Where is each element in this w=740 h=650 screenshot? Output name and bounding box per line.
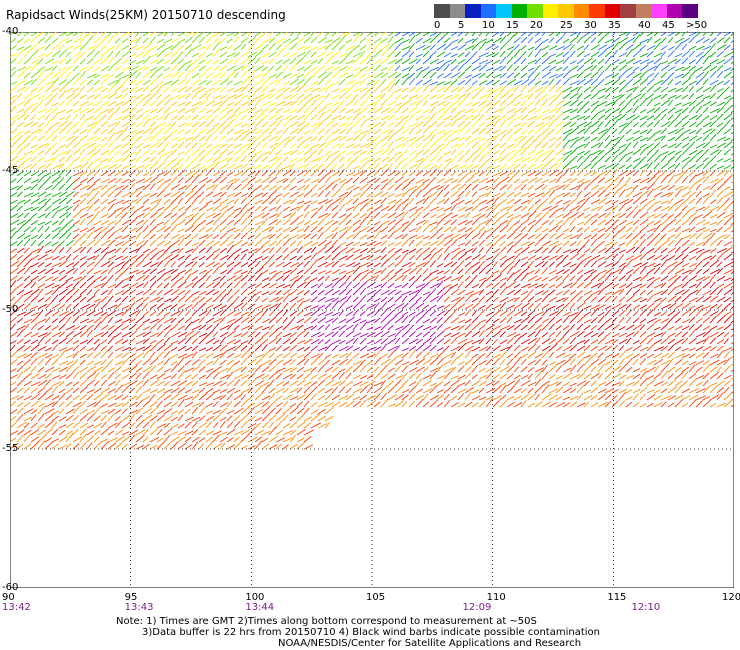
longitude-label: 115 [607, 592, 627, 603]
longitude-label: 90 [2, 592, 15, 603]
latitude-label: -40 [2, 26, 19, 37]
legend-swatch [573, 4, 589, 18]
legend-swatch [666, 4, 682, 18]
footnotes: Note: 1) Times are GMT 2)Times along bot… [116, 616, 600, 649]
legend-swatch [449, 4, 465, 18]
note-line-1: Note: 1) Times are GMT 2)Times along bot… [116, 616, 537, 627]
longitude-label: 95 [124, 592, 138, 603]
legend-swatch [542, 4, 558, 18]
longitude-label: 105 [366, 592, 386, 603]
legend-label: 45 [662, 20, 675, 31]
legend-label: 15 [506, 20, 519, 31]
legend-swatch [527, 4, 543, 18]
legend-label: 0 [434, 20, 441, 31]
legend-label: 30 [584, 20, 597, 31]
time-label: 12:10 [631, 602, 661, 613]
wind-barbs-layer [10, 32, 734, 450]
latitude-label: -45 [2, 165, 19, 176]
legend-swatch [465, 4, 481, 18]
longitude-label: 100 [245, 592, 265, 603]
wind-barb-map [10, 32, 734, 588]
time-label: 13:44 [245, 602, 275, 613]
legend-swatch [480, 4, 496, 18]
legend-label: 5 [458, 20, 465, 31]
chart-title: Rapidsact Winds(25KM) 20150710 descendin… [6, 8, 286, 22]
legend-swatch [635, 4, 651, 18]
legend-swatch [651, 4, 667, 18]
legend-label: 20 [530, 20, 543, 31]
graticule-grid [10, 32, 734, 588]
legend-swatch [434, 4, 450, 18]
legend-swatch [589, 4, 605, 18]
legend-swatch [511, 4, 527, 18]
legend-label: 40 [638, 20, 651, 31]
legend-swatch [604, 4, 620, 18]
longitude-label: 120 [722, 592, 740, 603]
legend-swatch [496, 4, 512, 18]
legend-color-bar [434, 4, 698, 18]
time-label: 12:09 [462, 602, 492, 613]
longitude-label: 110 [486, 592, 506, 603]
latitude-label: -55 [2, 443, 19, 454]
latitude-label: -60 [2, 582, 19, 593]
legend-label: 35 [608, 20, 621, 31]
legend-label: 10 [482, 20, 495, 31]
time-label: 13:43 [124, 602, 154, 613]
time-label: 13:42 [2, 602, 31, 613]
latitude-label: -50 [2, 304, 19, 315]
legend-label: 25 [560, 20, 573, 31]
legend-swatch [620, 4, 636, 18]
note-line-2: 3)Data buffer is 22 hrs from 20150710 4)… [142, 627, 600, 638]
note-line-3: NOAA/NESDIS/Center for Satellite Applica… [278, 638, 582, 649]
legend-swatch [558, 4, 574, 18]
legend-swatch [682, 4, 698, 18]
